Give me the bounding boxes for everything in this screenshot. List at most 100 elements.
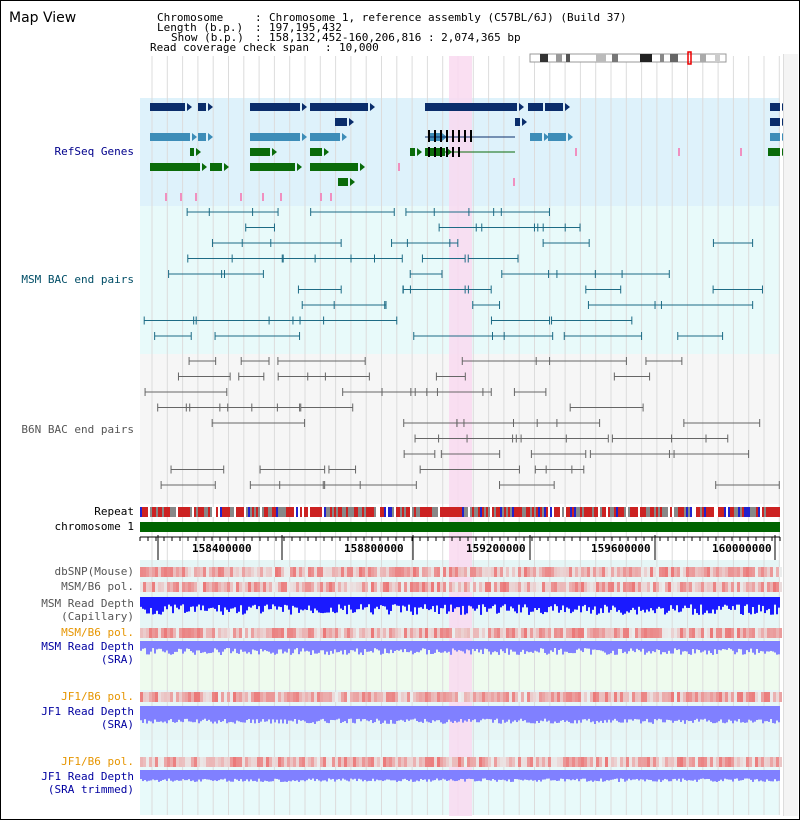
depth-bar: [212, 770, 214, 781]
depth-bar: [618, 770, 620, 782]
depth-bar: [224, 770, 226, 779]
depth-bar: [402, 641, 404, 653]
heat-cell: [626, 757, 629, 767]
repeat-segment: [462, 507, 464, 517]
msm-b6-pol-label: MSM/B6 pol.: [61, 580, 134, 593]
heat-cell: [689, 692, 692, 702]
depth-bar: [520, 706, 522, 719]
repeat-segment: [186, 507, 188, 517]
msm-bac-label: MSM BAC end pairs: [21, 273, 134, 286]
gene-arrow-icon: [297, 163, 302, 171]
depth-bar: [578, 706, 580, 721]
repeat-segment: [486, 507, 488, 517]
heat-cell: [644, 757, 647, 767]
depth-bar: [314, 597, 316, 609]
heat-cell: [623, 692, 626, 702]
heat-cell: [650, 582, 653, 592]
heat-cell: [374, 757, 377, 767]
depth-bar: [720, 641, 722, 651]
depth-bar: [714, 706, 716, 724]
gene-feature: [190, 148, 194, 156]
vertical-scrollbar[interactable]: [783, 54, 798, 816]
repeat-segment: [388, 507, 390, 517]
heat-cell: [158, 692, 161, 702]
heat-cell: [503, 582, 506, 592]
heat-cell: [701, 582, 704, 592]
repeat-segment: [322, 507, 324, 517]
heat-cell: [200, 628, 203, 638]
heat-cell: [590, 692, 593, 702]
heat-cell: [536, 757, 539, 767]
heat-cell: [545, 567, 548, 577]
depth-bar: [556, 770, 558, 781]
depth-bar: [720, 706, 722, 720]
depth-bar: [762, 706, 764, 724]
depth-bar: [322, 770, 324, 781]
heat-cell: [614, 692, 617, 702]
depth-bar: [696, 706, 698, 719]
depth-bar: [620, 770, 622, 779]
repeat-segment: [326, 507, 328, 517]
heat-cell: [590, 567, 593, 577]
depth-bar: [414, 706, 416, 719]
heat-cell: [383, 567, 386, 577]
heat-cell: [392, 628, 395, 638]
repeat-segment: [142, 507, 144, 517]
depth-bar: [266, 597, 268, 605]
repeat-segment: [380, 507, 382, 517]
heat-cell: [266, 628, 269, 638]
heat-cell: [410, 628, 413, 638]
repeat-segment: [334, 507, 336, 517]
gene-feature: [150, 103, 185, 111]
heat-cell: [233, 582, 236, 592]
heat-cell: [494, 757, 497, 767]
depth-bar: [562, 641, 564, 655]
repeat-segment: [240, 507, 242, 517]
depth-bar: [280, 770, 282, 782]
depth-bar: [354, 770, 356, 779]
depth-bar: [226, 597, 228, 610]
depth-bar: [698, 706, 700, 722]
heat-cell: [254, 628, 257, 638]
repeat-segment: [452, 507, 454, 517]
depth-bar: [418, 706, 420, 723]
repeat-segment: [396, 507, 398, 517]
heat-cell: [227, 628, 230, 638]
heat-cell: [473, 757, 476, 767]
depth-bar: [498, 641, 500, 655]
depth-bar: [758, 597, 760, 605]
depth-bar: [316, 641, 318, 654]
heat-cell: [266, 582, 269, 592]
depth-bar: [544, 597, 546, 612]
depth-bar: [626, 597, 628, 612]
repeat-segment: [400, 507, 402, 517]
repeat-segment: [522, 507, 524, 517]
depth-bar: [248, 706, 250, 719]
depth-bar: [310, 641, 312, 655]
heat-cell: [629, 567, 632, 577]
repeat-segment: [584, 507, 586, 517]
depth-bar: [680, 770, 682, 782]
heat-cell: [398, 757, 401, 767]
depth-bar: [488, 706, 490, 720]
depth-bar: [776, 706, 778, 721]
gene-feature: [150, 133, 190, 141]
depth-bar: [414, 641, 416, 653]
heat-cell: [581, 692, 584, 702]
heat-cell: [197, 757, 200, 767]
repeat-segment: [256, 507, 258, 517]
repeat-segment: [628, 507, 630, 517]
heat-cell: [209, 582, 212, 592]
repeat-segment: [508, 507, 510, 517]
depth-bar: [670, 597, 672, 606]
depth-bar: [724, 597, 726, 605]
repeat-segment: [652, 507, 654, 517]
heat-cell: [239, 582, 242, 592]
heat-cell: [452, 757, 455, 767]
depth-bar: [236, 597, 238, 614]
depth-bar: [572, 597, 574, 612]
depth-bar: [360, 597, 362, 605]
depth-bar: [376, 706, 378, 719]
heat-cell: [269, 628, 272, 638]
